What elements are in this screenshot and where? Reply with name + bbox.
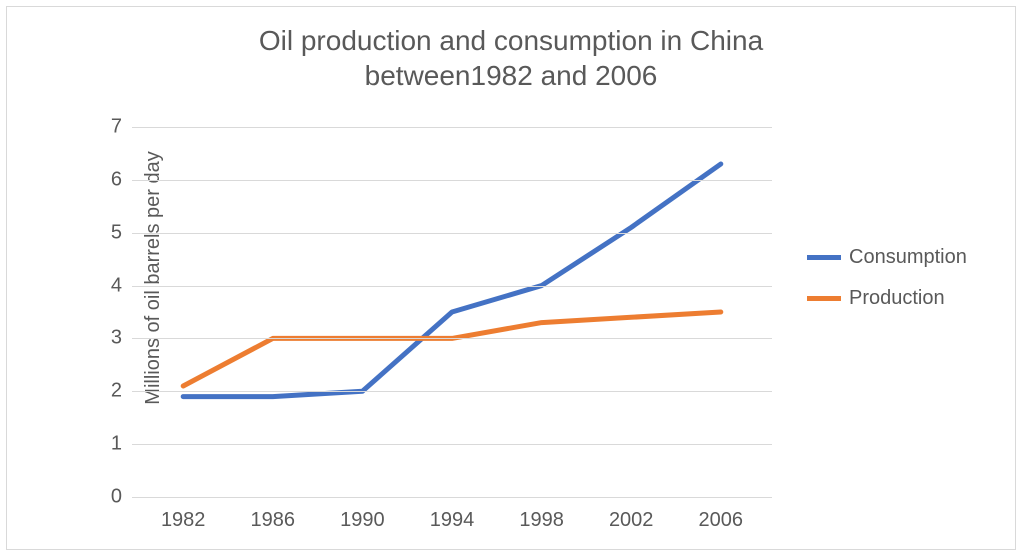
- y-tick-label: 0: [111, 486, 122, 509]
- series-svg: [132, 127, 772, 497]
- grid-line: [132, 180, 772, 181]
- grid-line: [132, 444, 772, 445]
- chart-frame: Oil production and consumption in China …: [6, 6, 1016, 550]
- y-tick-label: 6: [111, 168, 122, 191]
- chart-title: Oil production and consumption in China …: [7, 23, 1015, 93]
- x-tick-label: 1986: [251, 509, 296, 532]
- grid-line: [132, 233, 772, 234]
- grid-line: [132, 391, 772, 392]
- legend-item: Production: [807, 287, 967, 310]
- legend-label: Production: [849, 287, 945, 310]
- legend: Consumption Production: [807, 246, 967, 310]
- x-tick-label: 2002: [609, 509, 654, 532]
- x-tick-label: 1994: [430, 509, 475, 532]
- chart-title-line2: between1982 and 2006: [7, 58, 1015, 93]
- x-tick-label: 1990: [340, 509, 385, 532]
- y-tick-label: 4: [111, 274, 122, 297]
- grid-line: [132, 338, 772, 339]
- y-tick-label: 7: [111, 116, 122, 139]
- legend-swatch: [807, 296, 841, 301]
- y-tick-label: 1: [111, 433, 122, 456]
- series-line: [183, 312, 721, 386]
- x-tick-label: 1998: [519, 509, 564, 532]
- grid-line: [132, 497, 772, 498]
- x-tick-label: 2006: [699, 509, 744, 532]
- y-tick-label: 5: [111, 221, 122, 244]
- y-tick-label: 2: [111, 380, 122, 403]
- grid-line: [132, 286, 772, 287]
- legend-swatch: [807, 255, 841, 260]
- grid-line: [132, 127, 772, 128]
- legend-label: Consumption: [849, 246, 967, 269]
- x-tick-label: 1982: [161, 509, 206, 532]
- legend-item: Consumption: [807, 246, 967, 269]
- plot-area: 012345671982198619901994199820022006: [132, 127, 772, 497]
- chart-title-line1: Oil production and consumption in China: [7, 23, 1015, 58]
- series-line: [183, 164, 721, 397]
- y-tick-label: 3: [111, 327, 122, 350]
